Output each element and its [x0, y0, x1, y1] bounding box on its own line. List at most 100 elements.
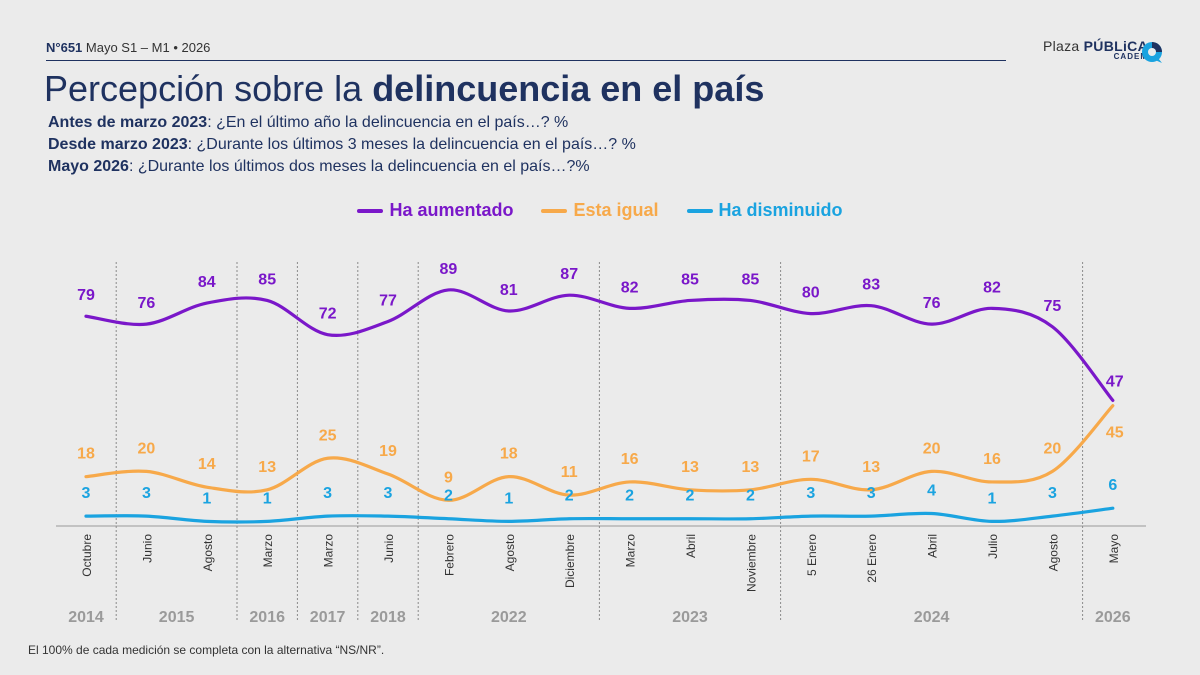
data-label-aumentado-17: 47 [1106, 373, 1124, 390]
x-tick-label-14: Abril [926, 534, 940, 558]
data-label-aumentado-6: 89 [440, 261, 458, 278]
legend-item-disminuido: Ha disminuido [686, 200, 843, 221]
x-tick-label-16: Agosto [1046, 534, 1060, 572]
data-label-igual-3: 13 [258, 459, 276, 476]
title-light: Percepción sobre la [44, 68, 373, 109]
data-label-aumentado-14: 76 [923, 295, 941, 312]
data-label-igual-12: 17 [802, 448, 820, 465]
data-label-disminuido-5: 3 [384, 485, 393, 502]
year-label-2023: 2023 [672, 609, 708, 626]
data-label-igual-11: 13 [742, 459, 760, 476]
data-label-igual-17: 45 [1106, 425, 1124, 442]
brand-name-light: Plaza [1042, 38, 1084, 54]
x-tick-label-5: Junio [382, 534, 396, 563]
data-label-aumentado-2: 84 [198, 274, 216, 291]
data-label-aumentado-3: 85 [258, 271, 276, 288]
subtitle-1-bold: Antes de marzo 2023 [48, 114, 208, 131]
legend-swatch-aumentado [357, 208, 384, 213]
year-label-2014: 2014 [68, 609, 104, 626]
year-label-2016: 2016 [249, 609, 285, 626]
data-label-igual-5: 19 [379, 443, 397, 460]
year-label-2026: 2026 [1095, 609, 1131, 626]
chart-legend: Ha aumentado Esta igual Ha disminuido [0, 200, 1200, 221]
data-label-aumentado-7: 81 [500, 282, 518, 299]
data-label-disminuido-7: 1 [504, 490, 513, 507]
x-tick-label-0: Octubre [80, 534, 94, 577]
legend-label-disminuido: Ha disminuido [718, 200, 843, 220]
data-label-igual-1: 20 [138, 440, 156, 457]
x-tick-label-12: 5 Enero [805, 534, 819, 576]
brand: Plaza PÚBLiCA CADEM [1043, 38, 1148, 61]
footnote: El 100% de cada medición se completa con… [28, 643, 385, 657]
legend-label-aumentado: Ha aumentado [389, 200, 514, 220]
year-label-2024: 2024 [914, 609, 950, 626]
x-tick-label-3: Marzo [261, 534, 275, 568]
subtitle-3-text: : ¿Durante los últimos dos meses la deli… [128, 158, 590, 175]
data-label-igual-10: 13 [681, 459, 699, 476]
data-label-igual-13: 13 [862, 459, 880, 476]
data-label-igual-4: 25 [319, 427, 337, 444]
series-line-disminuido [84, 506, 1115, 524]
x-tick-label-15: Julio [986, 534, 1000, 559]
data-label-disminuido-15: 1 [988, 490, 997, 507]
subtitle-3: Mayo 2026: ¿Durante los últimos dos mese… [48, 158, 590, 176]
data-label-disminuido-12: 3 [806, 485, 815, 502]
data-label-igual-15: 16 [983, 451, 1001, 468]
issue-number: N°651 [46, 40, 83, 55]
data-label-disminuido-13: 3 [867, 485, 876, 502]
year-label-2018: 2018 [370, 609, 406, 626]
data-label-disminuido-11: 2 [746, 488, 755, 505]
data-label-igual-0: 18 [77, 446, 95, 463]
data-label-igual-7: 18 [500, 446, 518, 463]
subtitle-3-bold: Mayo 2026 [48, 158, 129, 175]
brand-name-bold: PÚBLiCA [1083, 38, 1148, 54]
x-tick-label-4: Marzo [322, 534, 336, 568]
data-label-disminuido-8: 2 [565, 488, 574, 505]
data-label-aumentado-10: 85 [681, 271, 699, 288]
x-tick-label-1: Junio [140, 534, 154, 563]
data-label-aumentado-0: 79 [77, 287, 95, 304]
subtitle-2: Desde marzo 2023: ¿Durante los últimos 3… [48, 136, 636, 154]
data-label-igual-14: 20 [923, 440, 941, 457]
data-label-igual-9: 16 [621, 451, 639, 468]
data-label-disminuido-10: 2 [686, 488, 695, 505]
x-tick-label-11: Noviembre [744, 534, 758, 592]
legend-swatch-igual [541, 208, 568, 213]
data-label-aumentado-15: 82 [983, 279, 1001, 296]
series-line-aumentado [84, 288, 1115, 402]
legend-item-aumentado: Ha aumentado [357, 200, 513, 221]
legend-label-igual: Esta igual [573, 200, 659, 220]
issue-label: N°651 Mayo S1 – M1 • 2026 [46, 40, 210, 55]
x-tick-label-7: Agosto [503, 534, 517, 572]
data-label-aumentado-9: 82 [621, 279, 639, 296]
title-bold: delincuencia en el país [372, 68, 765, 109]
data-label-disminuido-0: 3 [82, 485, 91, 502]
data-label-igual-16: 20 [1044, 440, 1062, 457]
data-label-igual-6: 9 [444, 469, 453, 486]
data-label-disminuido-9: 2 [625, 488, 634, 505]
data-label-disminuido-4: 3 [323, 485, 332, 502]
data-label-aumentado-13: 83 [862, 277, 880, 294]
x-tick-label-6: Febrero [442, 534, 456, 576]
data-label-disminuido-2: 1 [202, 490, 211, 507]
brand-name: Plaza PÚBLiCA [1043, 38, 1148, 54]
data-label-igual-2: 14 [198, 456, 216, 473]
data-label-aumentado-1: 76 [138, 295, 156, 312]
data-label-aumentado-16: 75 [1044, 298, 1062, 315]
data-label-disminuido-1: 3 [142, 485, 151, 502]
data-label-disminuido-17: 6 [1108, 477, 1117, 494]
x-tick-label-13: 26 Enero [865, 534, 879, 583]
year-label-2015: 2015 [159, 609, 195, 626]
data-label-aumentado-8: 87 [560, 266, 578, 283]
legend-swatch-disminuido [686, 208, 713, 213]
issue-date: Mayo S1 – M1 • 2026 [82, 40, 211, 55]
series-line-igual [84, 404, 1115, 502]
subtitle-2-bold: Desde marzo 2023 [48, 136, 188, 153]
header-divider [46, 60, 1006, 61]
x-tick-label-2: Agosto [201, 534, 215, 572]
year-label-2022: 2022 [491, 609, 527, 626]
data-label-disminuido-3: 1 [263, 490, 272, 507]
data-label-aumentado-12: 80 [802, 285, 820, 302]
brand-sub: CADEM [1113, 52, 1148, 61]
